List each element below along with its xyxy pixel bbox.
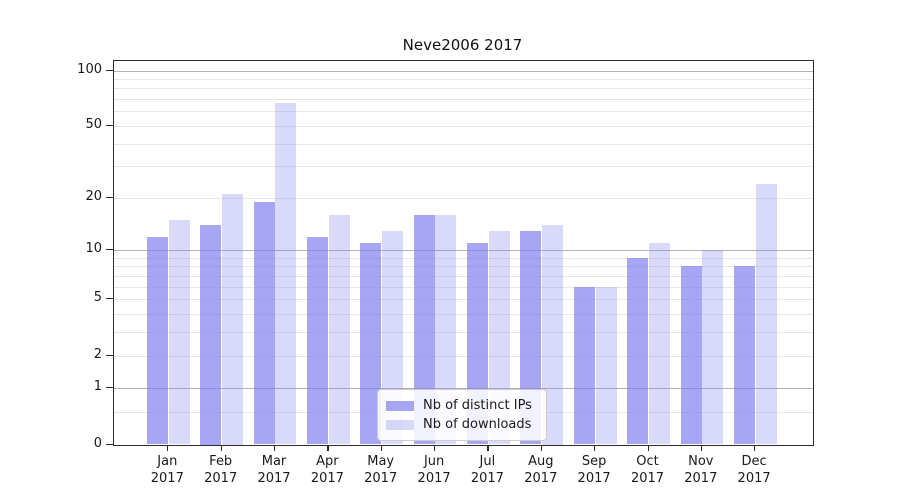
xtick-label-jan: Jan 2017 [150,453,184,486]
ytick-mark-10 [106,249,113,251]
bar-downloads-jan [168,219,190,445]
minor-gridline-9 [114,257,813,259]
gridline-10 [114,250,813,252]
legend-label-downloads: Nb of downloads [423,417,532,432]
ytick-mark-5 [106,298,113,300]
legend-swatch-downloads [386,419,414,430]
xtick-mark-jun [434,444,436,451]
xtick-mark-aug [540,444,542,451]
minor-gridline-6 [114,286,813,288]
minor-gridline-30 [114,166,813,168]
gridline-5 [114,299,813,301]
xtick-label-may: May 2017 [364,453,398,486]
bar-downloads-feb [222,194,244,445]
gridline-2 [114,355,813,357]
bar-downloads-sep [595,286,617,445]
gridline-20 [114,197,813,199]
minor-gridline-40 [114,143,813,145]
plot-area [113,60,814,446]
xtick-mark-nov [700,444,702,451]
xtick-mark-oct [647,444,649,451]
ytick-label-0: 0 [93,435,102,451]
xtick-mark-jan [167,444,169,451]
ytick-label-1: 1 [93,379,102,395]
bar-distinct-ips-nov [680,266,702,445]
bar-distinct-ips-oct [627,257,649,445]
minor-gridline-60 [114,111,813,113]
bar-distinct-ips-sep [573,286,595,445]
legend-swatch-distinct-ips [386,400,414,411]
xtick-label-apr: Apr 2017 [310,453,344,486]
xtick-label-dec: Dec 2017 [737,453,771,486]
legend: Nb of distinct IPs Nb of downloads [377,389,547,441]
xtick-label-jul: Jul 2017 [470,453,504,486]
bar-distinct-ips-jun [413,214,435,445]
gridline-50 [114,125,813,127]
xtick-mark-sep [594,444,596,451]
bar-distinct-ips-mar [253,201,275,445]
xtick-label-oct: Oct 2017 [630,453,665,486]
ytick-mark-50 [106,124,113,127]
ytick-mark-0 [106,443,113,445]
minor-gridline-80 [114,88,813,90]
gridline-100 [114,70,813,72]
minor-gridline-7 [114,276,813,277]
xtick-label-mar: Mar 2017 [257,453,291,486]
ytick-label-10: 10 [85,241,102,257]
ytick-label-50: 50 [85,116,102,132]
xtick-mark-dec [754,444,756,451]
legend-label-distinct-ips: Nb of distinct IPs [423,398,532,413]
minor-gridline-8 [114,266,813,268]
minor-gridline-90 [114,78,813,80]
xtick-mark-apr [327,444,329,451]
bar-downloads-mar [275,102,297,445]
bar-downloads-aug [542,225,564,445]
bar-distinct-ips-dec [733,266,755,445]
bar-downloads-dec [755,183,777,445]
bar-downloads-apr [328,214,350,445]
bar-downloads-oct [648,243,670,445]
xtick-mark-feb [220,444,222,451]
minor-gridline-70 [114,99,813,101]
ytick-label-100: 100 [77,61,102,77]
xtick-mark-mar [274,444,276,451]
legend-row-downloads: Nb of downloads [386,415,536,434]
bar-distinct-ips-feb [200,225,222,445]
ytick-mark-20 [106,196,113,198]
xtick-mark-may [380,444,382,451]
ytick-label-2: 2 [93,346,102,362]
ytick-label-20: 20 [85,188,102,204]
bar-distinct-ips-apr [307,236,329,445]
ytick-mark-100 [106,69,113,71]
xtick-label-sep: Sep 2017 [577,453,611,486]
xtick-label-feb: Feb 2017 [204,453,238,486]
xtick-label-aug: Aug 2017 [524,453,558,486]
ytick-mark-2 [106,354,113,356]
bar-distinct-ips-may [360,243,382,445]
bar-downloads-jun [435,214,457,445]
ytick-label-5: 5 [93,290,102,306]
ytick-mark-1 [106,387,113,389]
xtick-mark-jul [487,444,489,451]
minor-gridline-4 [114,314,813,316]
xtick-label-nov: Nov 2017 [684,453,718,486]
xtick-label-jun: Jun 2017 [417,453,451,486]
bar-downloads-nov [702,250,724,445]
chart-title: Neve2006 2017 [402,36,523,54]
bar-distinct-ips-jan [147,236,168,445]
legend-row-distinct-ips: Nb of distinct IPs [386,396,536,415]
minor-gridline-3 [114,332,813,334]
gridline-1 [114,388,813,390]
